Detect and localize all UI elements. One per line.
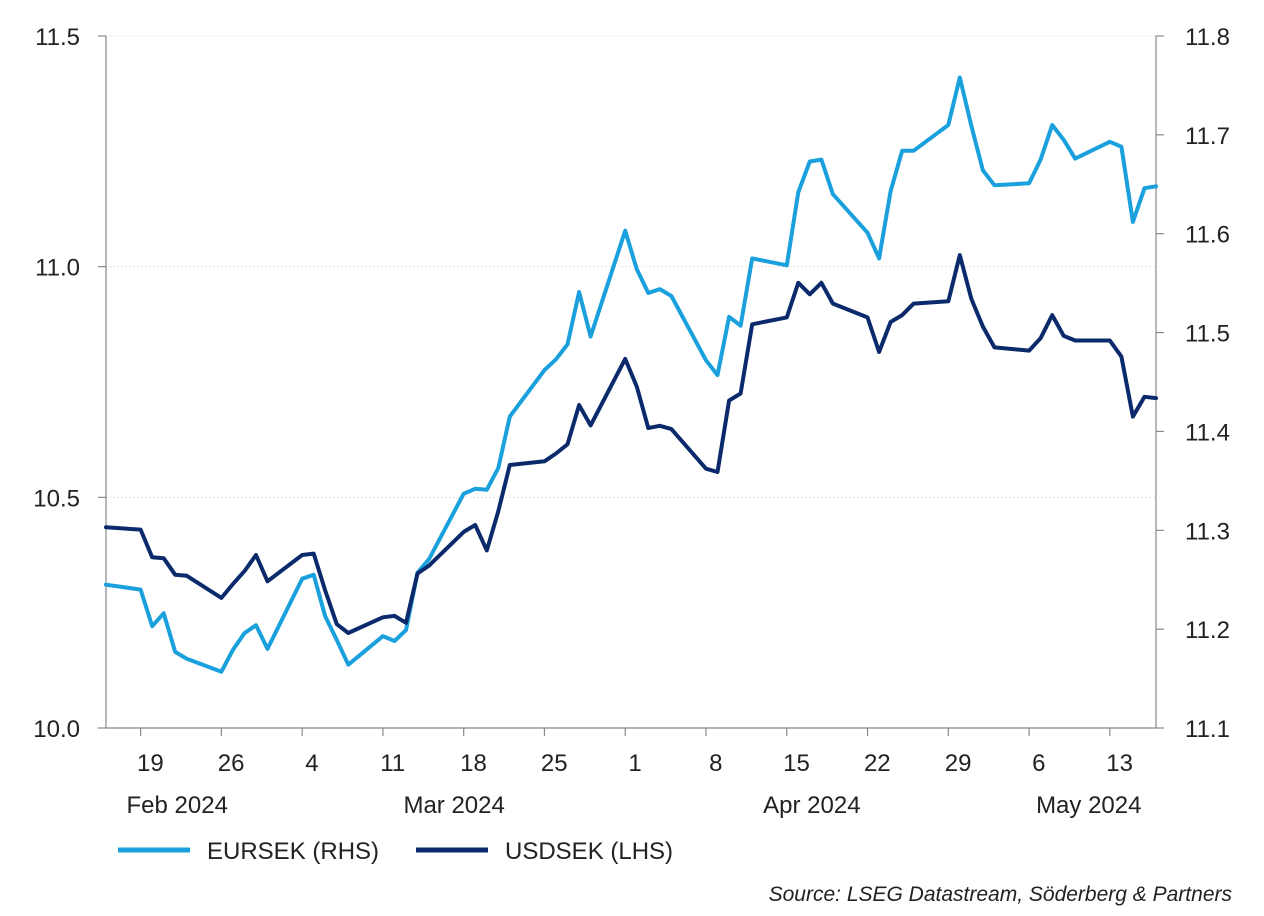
month-label: May 2024 xyxy=(1036,792,1141,819)
y-left-tick-label: 10.0 xyxy=(33,716,80,743)
y-right-tick-label: 11.4 xyxy=(1185,419,1230,446)
y-right-tick-label: 11.3 xyxy=(1185,518,1230,545)
x-tick-label: 4 xyxy=(305,750,318,777)
legend-label-usdsek: USDSEK (LHS) xyxy=(505,838,673,865)
x-tick-label: 15 xyxy=(783,750,810,777)
x-tick-label: 13 xyxy=(1106,750,1133,777)
x-tick-label: 18 xyxy=(460,750,487,777)
y-left-tick-label: 11.0 xyxy=(35,255,80,282)
x-tick-label: 25 xyxy=(541,750,568,777)
series-line-usdsek xyxy=(104,253,1158,635)
x-tick-label: 8 xyxy=(709,750,722,777)
month-label: Apr 2024 xyxy=(763,792,860,819)
y-right-tick-label: 11.8 xyxy=(1185,24,1230,51)
x-tick-label: 1 xyxy=(628,750,641,777)
x-tick-label: 11 xyxy=(380,750,405,777)
month-label: Feb 2024 xyxy=(127,792,228,819)
x-tick-label: 26 xyxy=(218,750,245,777)
axes: 10.0 10.5 11.0 11.5 11.1 11.2 11.3 11.4 11.5 11.6… xyxy=(33,24,1230,819)
gridlines xyxy=(106,35,1156,729)
x-tick-label: 6 xyxy=(1032,750,1045,777)
series-line-eursek xyxy=(104,75,1158,674)
x-tick-label: 19 xyxy=(137,750,164,777)
y-left-tick-label: 10.5 xyxy=(33,485,80,512)
legend: EURSEK (RHS) USDSEK (LHS) xyxy=(118,838,673,865)
y-right-tick-label: 11.5 xyxy=(1185,321,1230,348)
y-left-tick-label: 11.5 xyxy=(35,24,80,51)
source-note: Source: LSEG Datastream, Söderberg & Par… xyxy=(769,883,1233,906)
y-right-tick-label: 11.2 xyxy=(1185,617,1230,644)
legend-label-eursek: EURSEK (RHS) xyxy=(207,838,379,865)
month-label: Mar 2024 xyxy=(403,792,504,819)
series-lines xyxy=(104,75,1158,674)
x-tick-label: 29 xyxy=(945,750,972,777)
y-right-tick-label: 11.6 xyxy=(1185,222,1230,249)
y-right-tick-label: 11.7 xyxy=(1185,123,1230,150)
x-tick-label: 22 xyxy=(864,750,891,777)
y-right-tick-label: 11.1 xyxy=(1185,716,1230,743)
